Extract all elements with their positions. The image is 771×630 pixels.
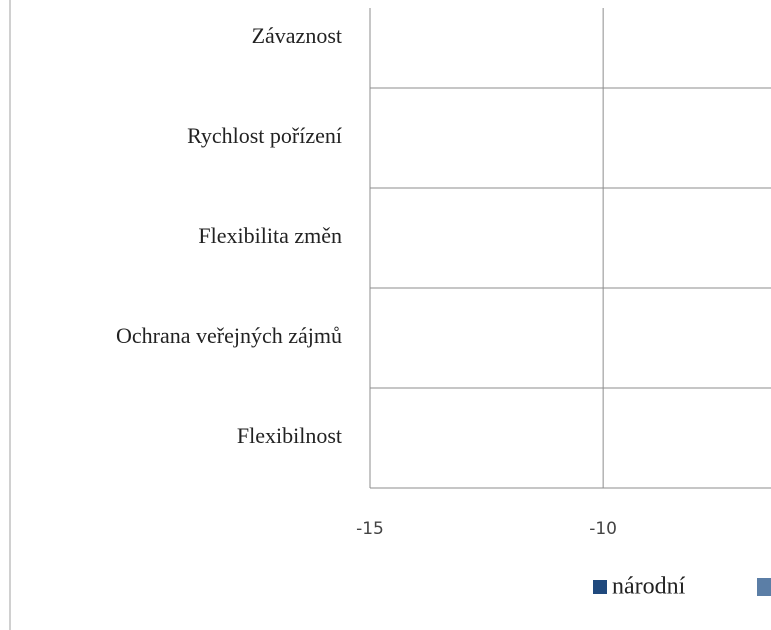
legend-swatch-cut bbox=[757, 578, 771, 596]
x-tick-label: -15 bbox=[356, 519, 384, 539]
y-tick-label: Flexibilnost bbox=[237, 423, 342, 448]
x-tick-label: -10 bbox=[589, 519, 617, 539]
legend-swatch bbox=[593, 580, 607, 594]
y-tick-label: Rychlost pořízení bbox=[187, 123, 342, 148]
y-tick-label: Ochrana veřejných zájmů bbox=[116, 323, 342, 348]
y-tick-label: Závaznost bbox=[252, 23, 342, 48]
y-tick-label: Flexibilita změn bbox=[198, 223, 342, 248]
legend-label: národní bbox=[612, 574, 686, 600]
